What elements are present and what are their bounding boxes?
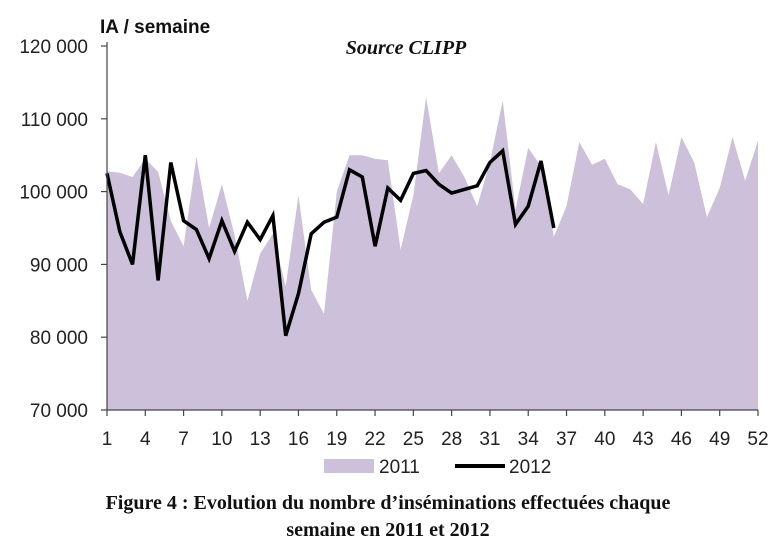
series-2012-line [105, 147, 556, 337]
x-tick-label: 46 [671, 429, 692, 450]
y-tick-label: 90 000 [30, 255, 88, 276]
x-tick-label: 13 [250, 429, 271, 450]
source-annotation: Source CLIPP [346, 37, 467, 59]
x-tick-label: 16 [288, 429, 309, 450]
x-tick-label: 10 [211, 429, 232, 450]
figure-caption: Figure 4 : Evolution du nombre d’insémin… [0, 490, 776, 544]
y-axis-label: IA / semaine [100, 17, 210, 38]
caption-line-1: Figure 4 : Evolution du nombre d’insémin… [105, 492, 671, 514]
x-tick-label: 4 [140, 429, 151, 450]
legend-label-2012: 2012 [509, 457, 551, 478]
series-2011-area [107, 97, 758, 410]
x-tick-label: 52 [747, 429, 768, 450]
series-2012-layer [105, 147, 556, 337]
x-tick-label: 28 [441, 429, 462, 450]
series-2011-layer [107, 97, 758, 410]
legend-label-2011: 2011 [379, 457, 420, 478]
y-tick-label: 80 000 [30, 328, 88, 349]
x-tick-label: 22 [364, 429, 385, 450]
x-tick-label: 7 [178, 429, 189, 450]
legend: 2011 2012 [324, 457, 551, 478]
x-tick-label: 1 [102, 429, 113, 450]
x-tick-label: 40 [594, 429, 615, 450]
x-tick-labels: 1 4 7 10 13 16 19 22 25 28 31 34 37 40 43 46 49 52 [102, 429, 769, 450]
x-tick-label: 25 [403, 429, 424, 450]
y-tick-label: 110 000 [21, 110, 88, 131]
x-tick-label: 31 [479, 429, 500, 450]
x-tick-label: 43 [633, 429, 654, 450]
y-tick-label: 100 000 [19, 183, 88, 204]
y-tick-labels: 70 000 80 000 90 000 100 000 110 000 120 000 [19, 37, 88, 422]
legend-swatch-2011 [324, 459, 374, 473]
x-tick-label: 37 [556, 429, 577, 450]
y-tick-label: 120 000 [19, 37, 88, 58]
x-tick-label: 19 [326, 429, 347, 450]
axes [101, 42, 759, 416]
x-tick-label: 49 [709, 429, 730, 450]
x-tick-label: 34 [518, 429, 540, 450]
y-tick-label: 70 000 [30, 401, 88, 422]
caption-line-2: semaine en 2011 et 2012 [286, 519, 490, 541]
